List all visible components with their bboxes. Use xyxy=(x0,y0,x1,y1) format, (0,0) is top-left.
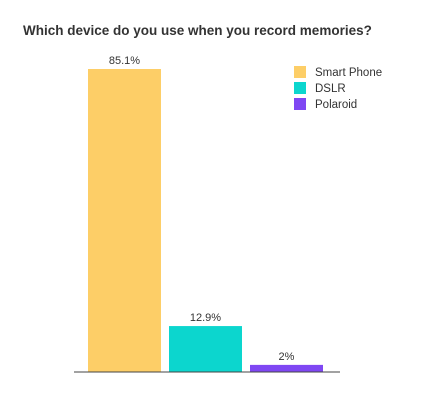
data-label-dslr: 12.9% xyxy=(190,312,221,324)
legend-label-polaroid: Polaroid xyxy=(315,99,357,111)
data-labels-group: 85.1% 12.9% 2% xyxy=(109,55,295,363)
legend-swatch-smart-phone xyxy=(294,66,306,78)
bars-group xyxy=(88,69,323,372)
data-label-smart-phone: 85.1% xyxy=(109,55,140,67)
legend-swatch-polaroid xyxy=(294,98,306,110)
bar-smart-phone xyxy=(88,69,161,372)
bar-dslr xyxy=(169,326,242,372)
data-label-polaroid: 2% xyxy=(279,351,295,363)
legend-label-smart-phone: Smart Phone xyxy=(315,67,382,79)
legend-label-dslr: DSLR xyxy=(315,83,346,95)
bar-polaroid xyxy=(250,364,323,372)
legend-swatch-dslr xyxy=(294,82,306,94)
legend: Smart Phone DSLR Polaroid xyxy=(294,66,382,111)
chart-title: Which device do you use when you record … xyxy=(23,23,372,38)
